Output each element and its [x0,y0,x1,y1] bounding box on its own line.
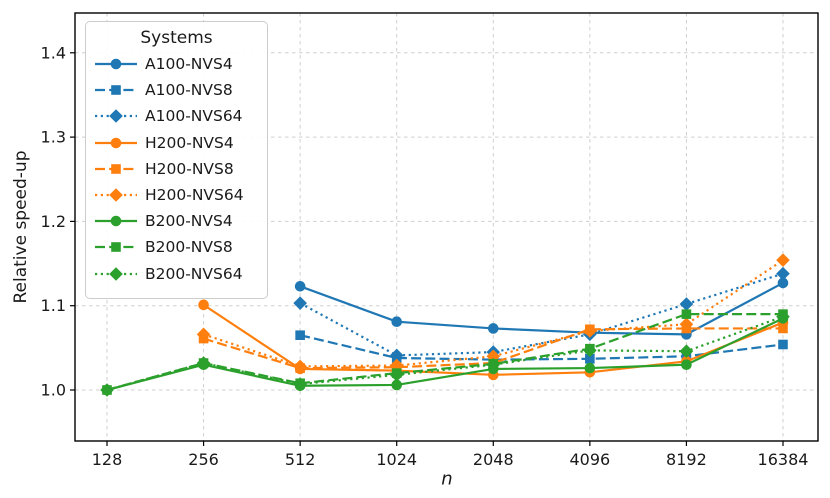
legend-label: B200-NVS8 [145,238,233,257]
diamond-marker [776,266,790,281]
diamond-marker [293,359,307,374]
y-tick-label: 1.0 [41,381,66,400]
series-line-A100-NVS64 [299,272,784,357]
circle-marker [294,281,306,292]
x-tick-label: 512 [285,450,316,469]
legend-label: H200-NVS4 [145,133,234,152]
series-line-B200-NVS64 [106,315,784,392]
square-marker [295,330,305,341]
legend-item-H200-NVS64: H200-NVS64 [94,182,259,208]
x-tick-label: 128 [92,450,123,469]
legend-item-A100-NVS8: A100-NVS8 [94,77,259,103]
diamond-marker [100,383,114,397]
diamond-marker [679,297,694,311]
legend-item-B200-NVS4: B200-NVS4 [94,208,259,234]
legend-item-B200-NVS8: B200-NVS8 [94,234,259,260]
square-marker [585,354,595,364]
y-tick-label: 1.2 [41,212,66,231]
legend-sample-circle [95,215,137,227]
legend-sample-diamond [95,188,137,202]
circle-marker [391,316,403,328]
diamond-marker [196,356,211,370]
diamond-marker [776,309,790,324]
legend-item-B200-NVS64: B200-NVS64 [94,261,259,287]
y-tick-label: 1.3 [41,128,66,147]
plot-border [74,12,819,442]
legend-sample-square [95,85,137,96]
square-marker [111,164,121,174]
circle-marker [110,137,122,148]
legend-title: Systems [140,28,213,48]
diamond-marker [109,109,123,124]
legend-label: H200-NVS8 [145,159,234,178]
diamond-marker [776,253,790,267]
circle-marker [487,323,499,334]
diamond-marker [583,324,597,338]
square-marker [778,339,788,350]
legend-label: H200-NVS64 [145,186,244,205]
circle-marker [777,277,789,289]
legend-item-A100-NVS64: A100-NVS64 [94,103,259,129]
legend-item-H200-NVS8: H200-NVS8 [94,156,259,182]
legend-items: A100-NVS4 A100-NVS8 A100-NVS64 H200-NVS4 H20… [94,51,259,287]
x-tick-label: 16384 [758,450,809,469]
diamond-marker [109,266,123,281]
square-marker [111,242,121,253]
y-tick-label: 1.1 [41,296,66,315]
diamond-marker [196,327,211,342]
circle-marker [391,379,403,391]
square-marker [681,309,692,319]
legend-item-H200-NVS4: H200-NVS4 [94,130,259,156]
legend: Systems A100-NVS4 A100-NVS8 A100-NVS64 H200… [85,21,268,299]
circle-marker [110,58,122,70]
legend-label: A100-NVS4 [145,55,233,74]
x-axis-label: n [441,468,453,490]
circle-marker [110,215,122,227]
x-tick-label: 1024 [376,450,417,469]
legend-sample-square [95,242,137,253]
legend-sample-diamond [95,109,137,124]
square-marker [111,85,121,96]
circle-marker [584,362,596,374]
diamond-marker [293,377,307,391]
legend-sample-circle [95,137,137,148]
diamond-marker [389,368,404,382]
y-tick-label: 1.4 [41,43,66,62]
legend-item-A100-NVS4: A100-NVS4 [94,51,259,77]
circle-marker [681,359,692,371]
diamond-marker [679,317,694,332]
diamond-marker [109,188,123,202]
diamond-marker [679,344,694,359]
x-tick-label: 8192 [666,450,707,469]
diamond-marker [583,343,597,358]
legend-sample-circle [95,58,137,70]
diamond-marker [389,348,404,363]
circle-marker [198,299,209,311]
x-tick-label: 2048 [473,450,514,469]
legend-sample-diamond [95,266,137,281]
legend-label: A100-NVS8 [145,81,233,100]
legend-sample-square [95,164,137,174]
x-tick-label: 256 [188,450,219,469]
diamond-marker [293,296,307,310]
legend-label: A100-NVS64 [145,107,243,126]
diamond-marker [486,357,501,372]
series-line-B200-NVS4 [106,317,784,392]
square-marker [778,323,788,334]
y-axis-label: Relative speed-up [11,150,31,304]
x-tick-label: 4096 [569,450,610,469]
series-line-A100-NVS4 [299,281,784,336]
legend-label: B200-NVS64 [145,264,243,283]
legend-label: B200-NVS4 [145,212,233,231]
